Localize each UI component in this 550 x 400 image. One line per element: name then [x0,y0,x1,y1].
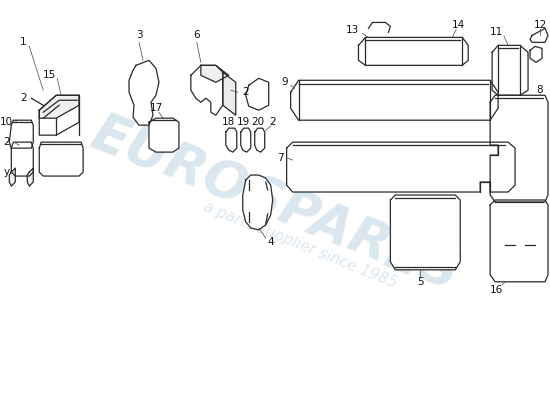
Polygon shape [490,200,548,282]
Text: 10: 10 [0,117,13,127]
Polygon shape [223,72,236,115]
Polygon shape [9,120,33,148]
Polygon shape [287,142,515,192]
Text: 1: 1 [20,37,26,47]
Polygon shape [201,65,229,82]
Polygon shape [129,60,159,125]
Text: 9: 9 [282,77,288,87]
Polygon shape [39,95,79,135]
Text: 2: 2 [20,93,26,103]
Text: 8: 8 [537,85,543,95]
Polygon shape [12,142,33,176]
Polygon shape [290,80,498,120]
Polygon shape [226,128,236,152]
Polygon shape [359,37,468,65]
Polygon shape [191,65,223,115]
Polygon shape [39,95,79,118]
Text: a parts supplier since 1985: a parts supplier since 1985 [201,199,400,291]
Polygon shape [530,46,542,62]
Text: 11: 11 [490,28,503,38]
Polygon shape [390,195,460,270]
Polygon shape [39,142,83,176]
Text: 4: 4 [267,237,274,247]
Text: 6: 6 [194,30,200,40]
Text: 7: 7 [277,153,284,163]
Polygon shape [149,118,179,152]
Text: y: y [3,167,9,177]
Text: 19: 19 [237,117,250,127]
Text: 3: 3 [136,30,142,40]
Text: 20: 20 [251,117,265,127]
Polygon shape [243,175,273,230]
Polygon shape [255,128,265,152]
Polygon shape [9,168,15,186]
Text: 2: 2 [270,117,276,127]
Text: 13: 13 [346,26,359,36]
Polygon shape [241,128,251,152]
Text: 2: 2 [243,87,249,97]
Polygon shape [490,95,548,202]
Polygon shape [246,78,269,110]
Polygon shape [28,168,33,186]
Text: 5: 5 [417,277,424,287]
Text: 17: 17 [150,103,163,113]
Polygon shape [530,28,548,42]
Text: 14: 14 [452,20,465,30]
Text: 16: 16 [490,285,503,295]
Text: 18: 18 [222,117,235,127]
Text: 2: 2 [3,137,10,147]
Polygon shape [492,45,528,95]
Text: 15: 15 [42,70,56,80]
Text: EUROSPARES: EUROSPARES [84,108,467,302]
Text: 12: 12 [534,20,547,30]
